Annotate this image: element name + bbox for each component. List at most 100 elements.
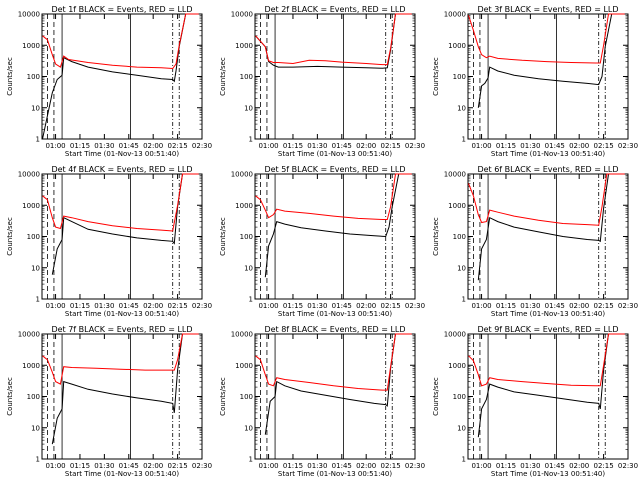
x-tick-label: 01:00 — [45, 462, 65, 470]
x-tick-label: 01:15 — [496, 142, 516, 150]
chart-title: Det 2f BLACK = Events, RED = LLD — [264, 5, 405, 14]
plot-frame — [41, 13, 203, 140]
y-tick-label: 100 — [453, 233, 466, 241]
series-line-events — [477, 13, 625, 108]
x-tick-label: 02:00 — [143, 462, 163, 470]
x-tick-label: 02:15 — [380, 302, 400, 310]
x-tick-label: 01:15 — [496, 302, 516, 310]
series-line-lld — [255, 333, 412, 391]
x-tick-label: 02:30 — [618, 302, 638, 310]
y-axis-label: Counts/sec — [432, 377, 440, 416]
detector-panel-8: 1 10 100 1000 10000 01:00 01:15 01:30 01:45 02:00… — [219, 325, 425, 478]
y-tick-label: 100 — [240, 393, 253, 401]
x-axis-label: Start Time (01-Nov-13 00:51:40) — [491, 150, 605, 158]
chart-title: Det 9f BLACK = Events, RED = LLD — [477, 325, 618, 334]
x-tick-label: 01:00 — [45, 142, 65, 150]
y-tick-label: 10 — [244, 424, 253, 432]
y-tick-label: 10 — [31, 264, 40, 272]
x-tick-label: 02:15 — [167, 302, 187, 310]
x-tick-label: 02:00 — [569, 142, 589, 150]
x-tick-label: 01:45 — [545, 142, 565, 150]
y-tick-label: 10 — [31, 424, 40, 432]
x-tick-label: 01:15 — [70, 462, 90, 470]
series-line-lld — [468, 173, 625, 226]
x-tick-label: 02:15 — [380, 462, 400, 470]
x-tick-label: 02:15 — [593, 462, 613, 470]
chart-title: Det 6f BLACK = Events, RED = LLD — [477, 165, 618, 174]
x-tick-label: 02:30 — [192, 302, 212, 310]
x-tick-label: 02:30 — [192, 462, 212, 470]
x-tick-label: 01:00 — [471, 462, 491, 470]
y-axis-label: Counts/sec — [6, 217, 14, 256]
y-tick-label: 1 — [249, 136, 253, 144]
y-axis-label: Counts/sec — [219, 377, 227, 416]
y-axis-label: Counts/sec — [6, 377, 14, 416]
x-tick-label: 02:15 — [593, 142, 613, 150]
detector-panel-2: 1 10 100 1000 10000 01:00 01:15 01:30 01:45 02:00… — [219, 5, 425, 158]
y-tick-label: 1000 — [22, 202, 40, 210]
x-tick-label: 01:00 — [258, 142, 278, 150]
y-tick-label: 1000 — [22, 362, 40, 370]
y-tick-label: 10000 — [231, 331, 253, 339]
y-tick-label: 1000 — [22, 42, 40, 50]
y-tick-label: 1 — [36, 296, 40, 304]
y-tick-label: 10000 — [231, 11, 253, 19]
series-line-events — [51, 333, 199, 445]
y-axis-label: Counts/sec — [219, 217, 227, 256]
detector-panel-7: 1 10 100 1000 10000 01:00 01:15 01:30 01:45 02:00… — [6, 325, 212, 478]
x-tick-label: 01:15 — [283, 462, 303, 470]
detector-panel-9: 1 10 100 1000 10000 01:00 01:15 01:30 01:45 02:00… — [432, 325, 638, 478]
x-tick-label: 02:00 — [356, 142, 376, 150]
y-tick-label: 1000 — [448, 362, 466, 370]
y-tick-label: 10 — [457, 424, 466, 432]
y-axis-label: Counts/sec — [432, 217, 440, 256]
y-tick-label: 100 — [27, 233, 40, 241]
plot-frame — [41, 173, 203, 300]
y-tick-label: 10000 — [18, 331, 40, 339]
x-tick-label: 02:15 — [380, 142, 400, 150]
x-tick-label: 02:15 — [167, 142, 187, 150]
y-tick-label: 10 — [31, 104, 40, 112]
series-line-lld — [468, 13, 625, 64]
y-tick-label: 1 — [249, 296, 253, 304]
series-line-events — [264, 173, 412, 278]
series-line-lld — [468, 333, 625, 387]
y-tick-label: 1000 — [235, 42, 253, 50]
x-tick-label: 02:30 — [618, 462, 638, 470]
chart-title: Det 1f BLACK = Events, RED = LLD — [51, 5, 192, 14]
y-tick-label: 10000 — [444, 331, 466, 339]
series-line-lld — [42, 333, 199, 385]
x-tick-label: 02:00 — [143, 302, 163, 310]
y-tick-label: 1 — [36, 456, 40, 464]
x-axis-label: Start Time (01-Nov-13 00:51:40) — [278, 470, 392, 478]
x-tick-label: 02:30 — [405, 302, 425, 310]
chart-title: Det 5f BLACK = Events, RED = LLD — [264, 165, 405, 174]
y-tick-label: 100 — [27, 73, 40, 81]
x-tick-label: 01:30 — [520, 302, 540, 310]
x-tick-label: 01:15 — [496, 462, 516, 470]
detector-panel-4: 1 10 100 1000 10000 01:00 01:15 01:30 01:45 02:00… — [6, 165, 212, 318]
x-tick-label: 02:00 — [356, 462, 376, 470]
detector-panel-3: 1 10 100 1000 10000 01:00 01:15 01:30 01:45 02:00… — [432, 5, 638, 158]
x-axis-label: Start Time (01-Nov-13 00:51:40) — [65, 470, 179, 478]
x-tick-label: 01:30 — [520, 142, 540, 150]
x-tick-label: 01:00 — [471, 302, 491, 310]
x-tick-label: 01:30 — [94, 142, 114, 150]
series-line-lld — [42, 13, 199, 70]
plot-frame — [41, 333, 203, 460]
x-tick-label: 01:45 — [545, 462, 565, 470]
x-tick-label: 01:15 — [70, 142, 90, 150]
x-axis-label: Start Time (01-Nov-13 00:51:40) — [278, 150, 392, 158]
y-tick-label: 1 — [462, 136, 466, 144]
chart-title: Det 8f BLACK = Events, RED = LLD — [264, 325, 405, 334]
y-tick-label: 1000 — [235, 202, 253, 210]
y-tick-label: 1000 — [448, 202, 466, 210]
y-tick-label: 10000 — [18, 171, 40, 179]
x-tick-label: 01:00 — [258, 302, 278, 310]
x-tick-label: 01:00 — [45, 302, 65, 310]
y-tick-label: 10000 — [231, 171, 253, 179]
x-tick-label: 01:30 — [94, 462, 114, 470]
x-tick-label: 02:00 — [356, 302, 376, 310]
detector-panel-5: 1 10 100 1000 10000 01:00 01:15 01:30 01:45 02:00… — [219, 165, 425, 318]
x-tick-label: 01:30 — [307, 302, 327, 310]
